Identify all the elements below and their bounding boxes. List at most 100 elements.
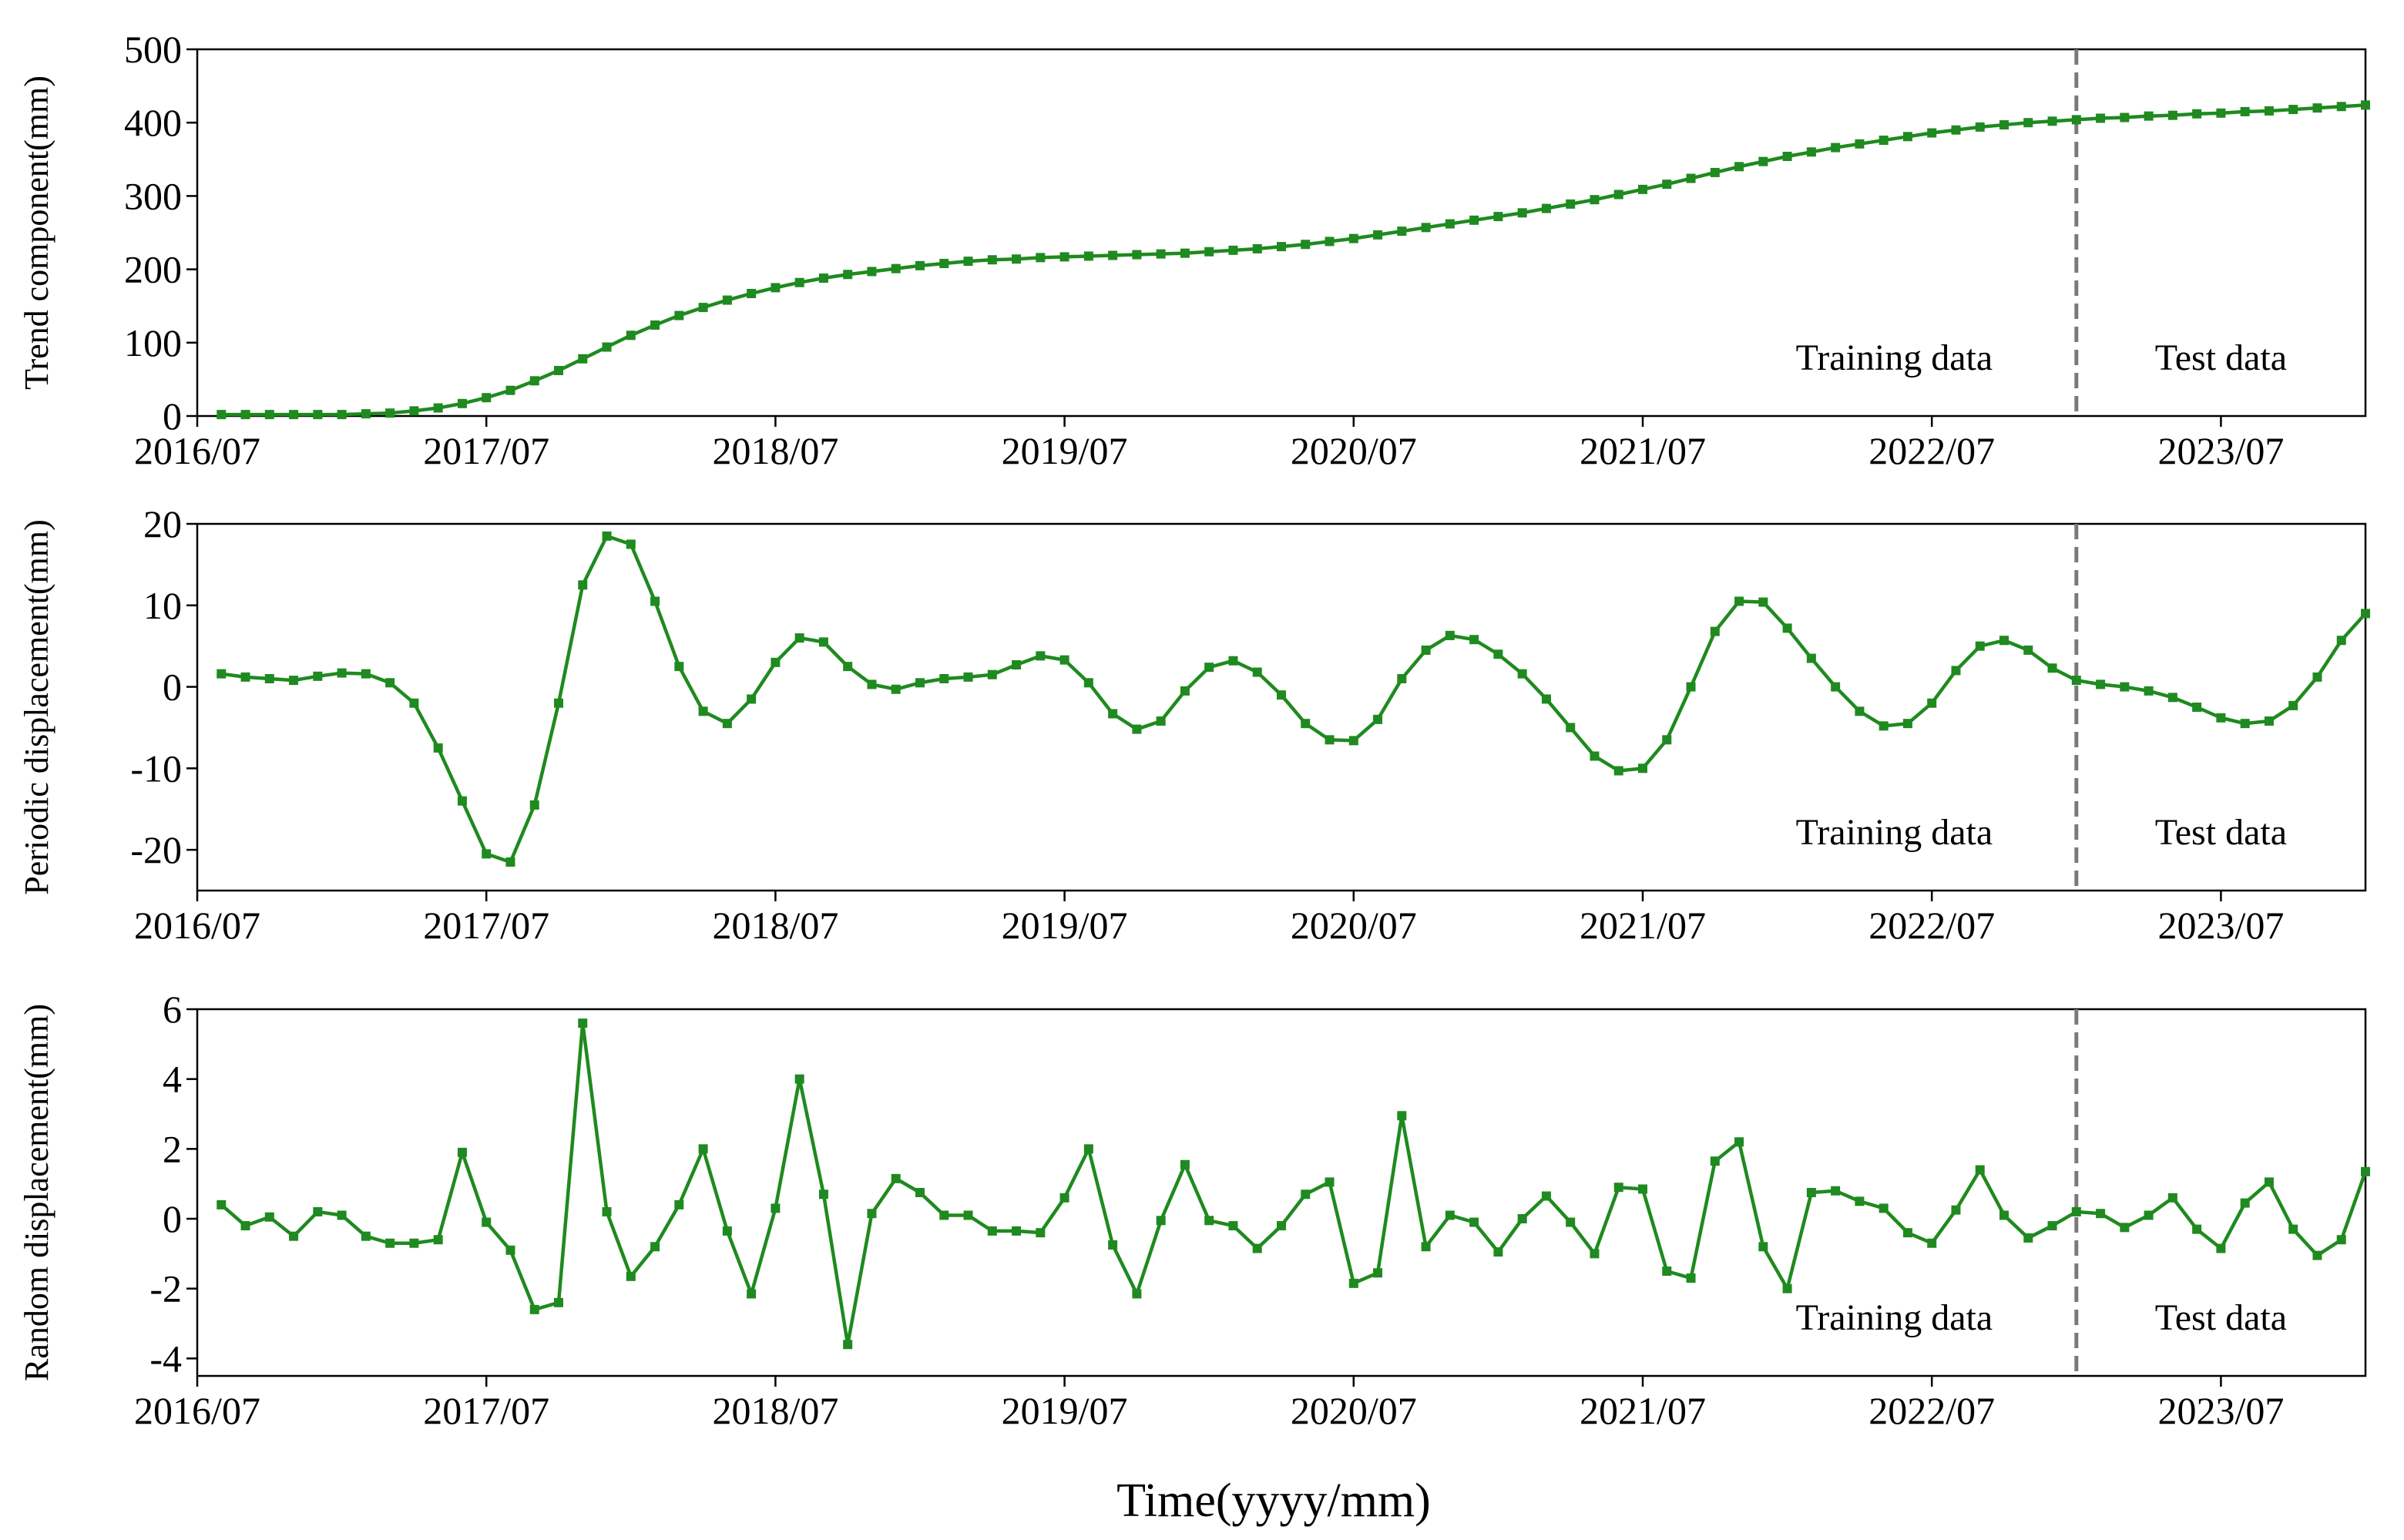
data-point — [2167, 693, 2177, 703]
data-point — [818, 1189, 828, 1199]
y-axis-label: Periodic displacement(mm) — [18, 519, 55, 895]
data-point — [650, 1242, 660, 1252]
data-point — [2216, 108, 2226, 118]
data-point — [771, 1203, 781, 1213]
data-point — [2240, 719, 2250, 729]
data-point — [987, 1226, 997, 1236]
data-point — [2144, 1210, 2154, 1220]
plot-frame — [196, 1008, 2367, 1377]
data-point — [1782, 1283, 1792, 1293]
annotation: Test data — [2155, 337, 2287, 378]
data-point — [1301, 1189, 1311, 1199]
data-point — [554, 365, 563, 375]
data-point — [867, 267, 877, 277]
data-point — [674, 310, 684, 320]
data-point — [1277, 1221, 1286, 1231]
y-tick-label: 100 — [124, 321, 182, 364]
data-point — [1397, 226, 1407, 237]
data-point — [1927, 698, 1937, 708]
x-axis-label: Time(yyyy/mm) — [1116, 1475, 1431, 1527]
data-point — [1373, 1268, 1383, 1278]
data-point — [2096, 1209, 2106, 1219]
data-point — [698, 706, 708, 716]
data-point — [939, 673, 949, 683]
data-point — [1059, 1193, 1069, 1203]
data-point — [240, 410, 250, 420]
data-point — [1156, 716, 1166, 726]
data-point — [264, 1212, 274, 1222]
data-point — [1083, 251, 1093, 261]
data-point — [2216, 1243, 2226, 1253]
data-point — [433, 403, 443, 413]
data-point — [1469, 635, 1479, 645]
y-axis-label: Trend component(mm) — [18, 75, 55, 390]
data-point — [1348, 736, 1358, 746]
data-point — [674, 662, 684, 672]
data-point — [1951, 666, 1961, 676]
data-point — [457, 796, 467, 806]
data-point — [1132, 724, 1142, 734]
data-point — [529, 1304, 539, 1314]
data-point — [891, 1173, 901, 1183]
y-tick-label: 0 — [163, 666, 182, 709]
data-point — [1517, 208, 1527, 218]
data-point — [1204, 1216, 1214, 1226]
data-point — [529, 376, 539, 386]
data-point — [264, 410, 274, 420]
data-point — [2120, 682, 2130, 692]
x-tick-label: 2022/07 — [1868, 1389, 1995, 1432]
data-point — [505, 1245, 515, 1255]
data-point — [1613, 766, 1623, 776]
data-point — [1180, 686, 1190, 696]
data-point — [1734, 596, 1744, 606]
y-tick-label: 4 — [163, 1058, 182, 1101]
data-point — [794, 277, 804, 287]
data-point — [2120, 112, 2130, 122]
data-point — [2336, 1235, 2346, 1245]
y-tick-label: 500 — [124, 28, 182, 71]
x-tick-label: 2020/07 — [1291, 429, 1417, 472]
data-point — [2144, 686, 2154, 696]
data-point — [2264, 106, 2274, 116]
data-point — [554, 698, 563, 708]
data-point — [1590, 195, 1600, 205]
data-point — [2192, 703, 2202, 712]
data-point — [482, 1217, 492, 1227]
data-point — [843, 662, 853, 672]
data-point — [2167, 110, 2177, 120]
data-point — [1059, 655, 1069, 665]
x-tick-label: 2020/07 — [1291, 1389, 1417, 1432]
data-point — [1012, 659, 1022, 669]
y-tick-label: 2 — [163, 1127, 182, 1170]
data-point — [1541, 1191, 1551, 1201]
data-point — [1710, 1156, 1720, 1166]
y-tick-label: -2 — [149, 1267, 182, 1310]
data-point — [1541, 694, 1551, 704]
data-point — [1493, 649, 1503, 659]
data-point — [1758, 156, 1768, 166]
data-point — [939, 1210, 949, 1220]
data-point — [1108, 250, 1118, 260]
data-point — [578, 354, 588, 364]
y-tick-label: 200 — [124, 248, 182, 291]
data-point — [2240, 1198, 2250, 1208]
x-tick-label: 2016/07 — [134, 904, 260, 947]
data-point — [818, 273, 828, 284]
data-point — [240, 1221, 250, 1231]
data-point — [1012, 1226, 1022, 1236]
data-point — [578, 1018, 588, 1028]
y-tick-label: 0 — [163, 394, 182, 438]
data-point — [313, 1206, 323, 1216]
data-point — [1301, 719, 1311, 729]
data-point — [2312, 1250, 2322, 1260]
data-point — [409, 698, 419, 708]
data-point — [1999, 1210, 2009, 1220]
plot-frame — [196, 522, 2367, 892]
x-tick-label: 2016/07 — [134, 429, 260, 472]
data-point — [747, 1289, 757, 1299]
data-point — [1951, 125, 1961, 135]
x-tick-label: 2021/07 — [1580, 429, 1706, 472]
data-point — [2312, 103, 2322, 113]
data-point — [1831, 682, 1841, 692]
